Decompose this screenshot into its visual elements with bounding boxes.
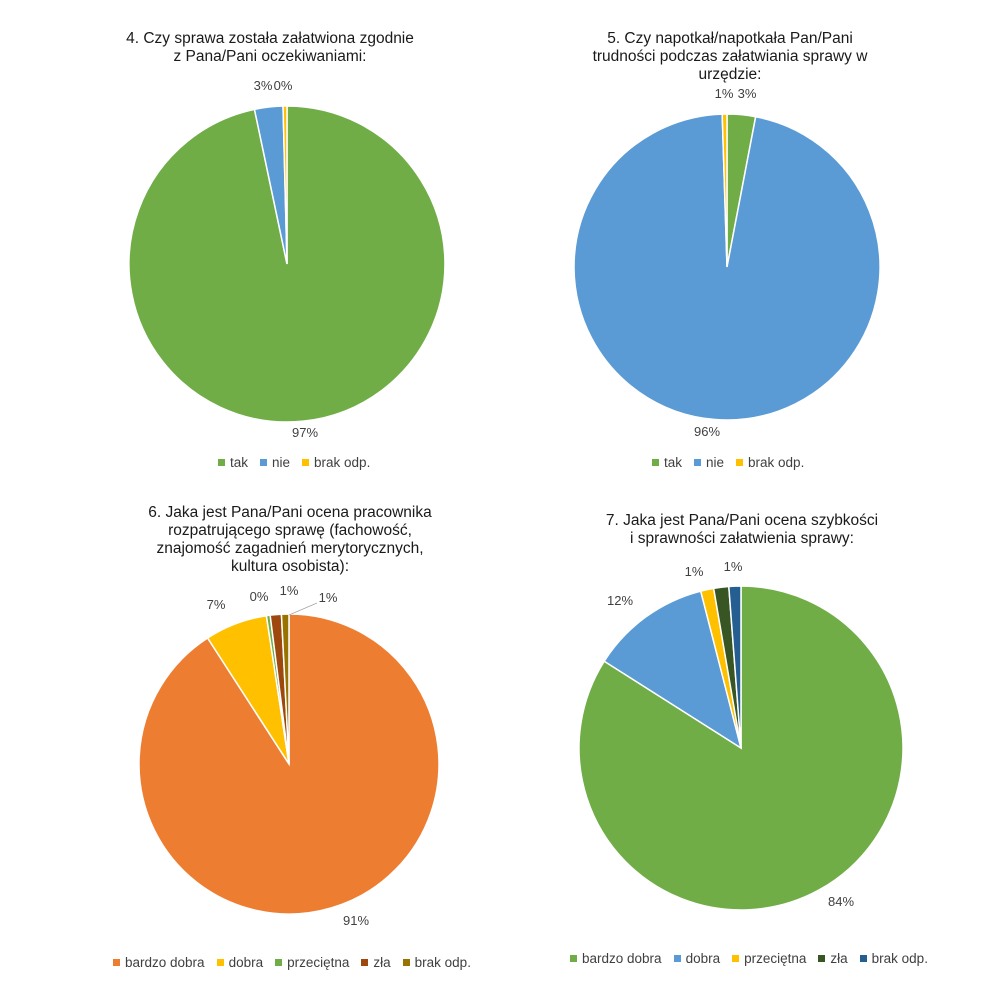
legend-label: tak	[230, 455, 249, 470]
legend-label: zła	[830, 951, 848, 966]
legend-swatch	[275, 959, 283, 966]
chart-title-line: rozpatrującego sprawę (fachowość,	[168, 522, 412, 539]
pie-slice-brak-odp-	[727, 585, 742, 749]
legend-swatch	[570, 955, 577, 962]
pie-slice-dobra	[603, 590, 743, 750]
legend-item: nie	[260, 455, 290, 470]
legend: tak nie brak odp.	[652, 455, 804, 470]
legend-swatch	[113, 959, 120, 966]
data-label: 96%	[694, 424, 720, 439]
chart-title: 4. Czy sprawa została załatwiona zgodnie…	[20, 30, 520, 66]
data-label: 1%	[280, 583, 299, 598]
chart-panel-4: 4. Czy sprawa została załatwiona zgodnie…	[0, 0, 500, 500]
pie-chart: 91% 7% 0% 1% 1%	[138, 583, 440, 928]
legend-label: nie	[272, 455, 291, 470]
pie-chart: 84% 12% 1% 1%	[578, 559, 904, 911]
legend-item: brak odp.	[736, 455, 804, 470]
data-label: 1%	[715, 86, 734, 101]
chart-title: 7. Jaka jest Pana/Pani ocena szybkości i…	[492, 512, 992, 548]
legend: tak nie brak odp.	[218, 455, 370, 470]
legend-label: tak	[664, 455, 683, 470]
legend-label: przeciętna	[287, 955, 350, 970]
legend-item: zła	[361, 955, 391, 970]
legend-swatch	[652, 459, 659, 466]
legend-item: przeciętna	[732, 951, 806, 966]
chart-panel-6: 6. Jaka jest Pana/Pani ocena pracownika …	[0, 500, 500, 1000]
data-label: 3%	[254, 78, 273, 93]
legend-label: brak odp.	[314, 455, 371, 470]
chart-title-line: znajomość zagadnień merytorycznych,	[156, 540, 424, 557]
legend-item: tak	[218, 455, 248, 470]
legend-label: brak odp.	[871, 951, 928, 966]
legend-item: dobra	[216, 955, 264, 970]
legend-item: tak	[652, 455, 682, 470]
legend-label: dobra	[228, 955, 264, 970]
chart-panel-7: 7. Jaka jest Pana/Pani ocena szybkości i…	[500, 500, 1000, 1000]
legend-swatch	[302, 459, 310, 466]
legend-label: bardzo dobra	[125, 955, 205, 970]
legend-swatch	[818, 955, 826, 962]
pie-chart: 3% 96% 1%	[573, 86, 881, 439]
pie-slice-brak-odp-	[282, 105, 288, 265]
legend-item: bardzo dobra	[570, 951, 662, 966]
data-label: 91%	[343, 913, 369, 928]
data-label: 0%	[250, 589, 269, 604]
pie-slice-brak-odp-	[280, 613, 290, 765]
legend-label: zła	[373, 955, 391, 970]
legend-label: brak odp.	[414, 955, 471, 970]
chart-title: 6. Jaka jest Pana/Pani ocena pracownika …	[40, 504, 540, 576]
legend-item: nie	[694, 455, 724, 470]
legend-label: bardzo dobra	[582, 951, 662, 966]
legend-swatch	[218, 459, 225, 466]
chart-title-line: kultura osobista):	[230, 558, 350, 575]
chart-title-line: 7. Jaka jest Pana/Pani ocena szybkości	[605, 512, 879, 529]
leader-line	[288, 602, 318, 616]
chart-title-line: 4. Czy sprawa została załatwiona zgodnie	[126, 30, 414, 47]
legend: bardzo dobra dobra przeciętna zła brak odp.	[113, 955, 471, 970]
data-label: 3%	[738, 86, 757, 101]
legend: bardzo dobra dobra przeciętna zła brak odp.	[570, 951, 928, 966]
legend-item: brak odp.	[302, 455, 370, 470]
data-label: 1%	[724, 559, 743, 574]
legend-item: zła	[818, 951, 848, 966]
chart-title-line: trudności podczas załatwiania sprawy w	[592, 48, 868, 65]
legend-item: brak odp.	[859, 951, 928, 966]
data-label: 0%	[274, 78, 293, 93]
legend-swatch	[732, 955, 740, 962]
legend-label: nie	[706, 455, 725, 470]
legend-label: przeciętna	[744, 951, 807, 966]
chart-panel-5: 5. Czy napotkał/napotkała Pan/Pani trudn…	[500, 0, 1000, 500]
data-label: 1%	[685, 564, 704, 579]
data-label: 7%	[207, 597, 226, 612]
legend-label: brak odp.	[748, 455, 805, 470]
legend-swatch	[402, 959, 410, 966]
legend-item: brak odp.	[402, 955, 471, 970]
pie-slice-nie	[573, 113, 881, 421]
legend-item: bardzo dobra	[113, 955, 205, 970]
chart-title-line: z Pana/Pani oczekiwaniami:	[173, 48, 367, 65]
chart-title-line: 5. Czy napotkał/napotkała Pan/Pani	[607, 30, 853, 47]
data-label: 12%	[607, 593, 633, 608]
legend-swatch	[361, 959, 369, 966]
data-label: 84%	[828, 894, 854, 909]
legend-swatch	[859, 955, 867, 962]
legend-swatch	[736, 459, 744, 466]
chart-title-line: urzędzie:	[698, 66, 762, 83]
chart-title-line: 6. Jaka jest Pana/Pani ocena pracownika	[148, 504, 432, 521]
pie-slice-brak-odp-	[721, 113, 728, 268]
legend-item: przeciętna	[275, 955, 349, 970]
pie-chart: 97% 3% 0%	[128, 78, 446, 440]
chart-title: 5. Czy napotkał/napotkała Pan/Pani trudn…	[480, 30, 980, 84]
legend-swatch	[673, 955, 681, 962]
data-label: 97%	[292, 425, 318, 440]
legend-label: dobra	[685, 951, 721, 966]
legend-swatch	[694, 459, 702, 466]
chart-title-line: i sprawności załatwienia sprawy:	[630, 530, 854, 547]
legend-swatch	[216, 959, 224, 966]
legend-swatch	[260, 459, 268, 466]
legend-item: dobra	[673, 951, 721, 966]
data-label: 1%	[319, 590, 338, 605]
